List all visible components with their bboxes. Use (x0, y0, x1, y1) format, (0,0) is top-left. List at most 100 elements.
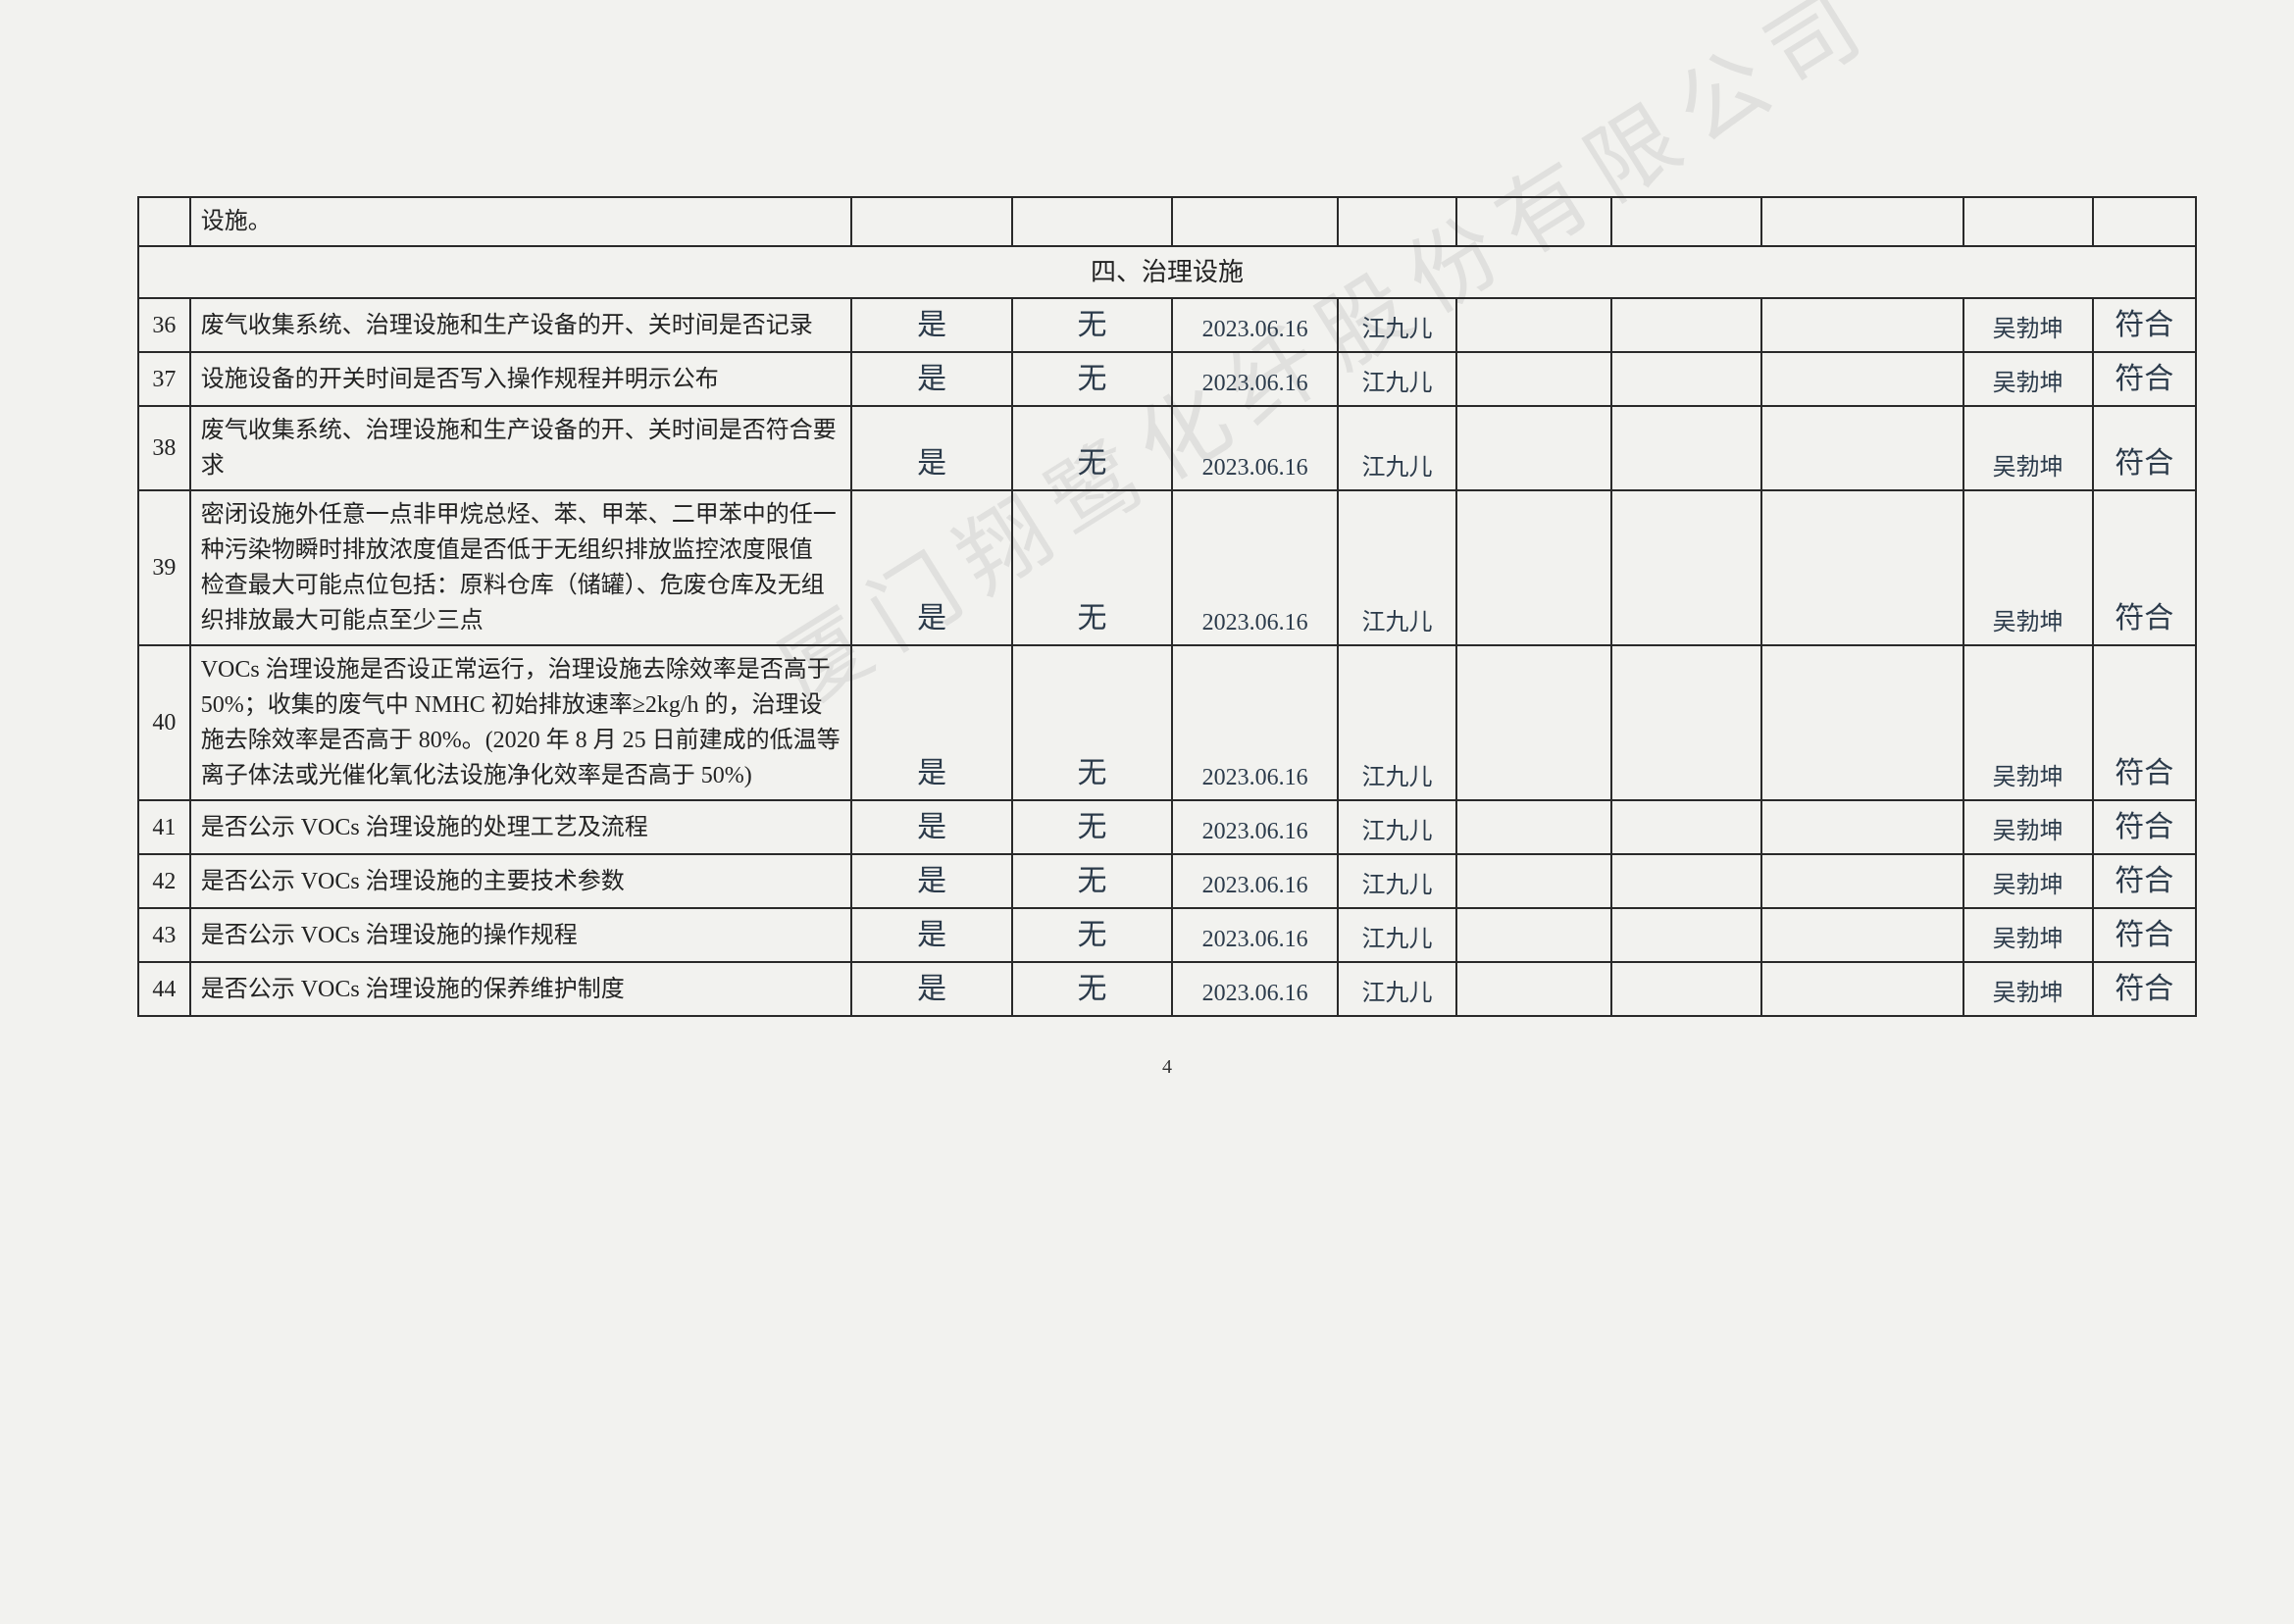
document-page: 设施。 四、治理设施 36废气收集系统、治理设施和生产设备的开、关时间是否记录是… (137, 196, 2197, 1079)
cell-sign2: 吴勃坤 (1963, 490, 2093, 645)
cell (2093, 197, 2197, 246)
table-row: 43是否公示 VOCs 治理设施的操作规程是无2023.06.16江九儿吴勃坤符… (138, 908, 2196, 962)
cell (1761, 352, 1963, 406)
cell-remark: 无 (1012, 406, 1172, 490)
cell-yes-no: 是 (851, 352, 1011, 406)
table-row: 39密闭设施外任意一点非甲烷总烃、苯、甲苯、二甲苯中的任一种污染物瞬时排放浓度值… (138, 490, 2196, 645)
cell (1456, 645, 1611, 800)
handwritten-text: 江九儿 (1362, 610, 1433, 635)
cell-result: 符合 (2093, 908, 2197, 962)
handwritten-text: 吴勃坤 (1993, 819, 2064, 844)
cell-sign2: 吴勃坤 (1963, 352, 2093, 406)
cell-sign1: 江九儿 (1338, 352, 1456, 406)
table-row: 设施。 (138, 197, 2196, 246)
cell (1456, 197, 1611, 246)
cell-remark: 无 (1012, 800, 1172, 854)
cell (1611, 645, 1761, 800)
cell-idx: 38 (138, 406, 190, 490)
handwritten-text: 江九儿 (1362, 927, 1433, 952)
handwritten-text: 符合 (2115, 973, 2173, 1005)
handwritten-text: 江九儿 (1362, 765, 1433, 790)
handwritten-text: 无 (1078, 811, 1107, 843)
cell-yes-no: 是 (851, 962, 1011, 1016)
handwritten-text: 符合 (2115, 919, 2173, 951)
table-row: 40VOCs 治理设施是否设正常运行，治理设施去除效率是否高于 50%；收集的废… (138, 645, 2196, 800)
cell (1963, 197, 2093, 246)
handwritten-text: 2023.06.16 (1202, 765, 1308, 790)
handwritten-text: 江九儿 (1362, 455, 1433, 481)
cell (1611, 800, 1761, 854)
cell-sign2: 吴勃坤 (1963, 962, 2093, 1016)
cell-idx: 36 (138, 298, 190, 352)
handwritten-text: 江九儿 (1362, 819, 1433, 844)
cell-remark: 无 (1012, 490, 1172, 645)
handwritten-text: 是 (917, 811, 946, 843)
handwritten-text: 吴勃坤 (1993, 981, 2064, 1006)
cell-sign2: 吴勃坤 (1963, 298, 2093, 352)
cell-remark: 无 (1012, 298, 1172, 352)
cell-desc: 是否公示 VOCs 治理设施的保养维护制度 (190, 962, 852, 1016)
handwritten-text: 2023.06.16 (1202, 981, 1308, 1006)
table-row: 41是否公示 VOCs 治理设施的处理工艺及流程是无2023.06.16江九儿吴… (138, 800, 2196, 854)
handwritten-text: 吴勃坤 (1993, 610, 2064, 635)
cell-yes-no: 是 (851, 406, 1011, 490)
handwritten-text: 吴勃坤 (1993, 455, 2064, 481)
cell-desc: 是否公示 VOCs 治理设施的主要技术参数 (190, 854, 852, 908)
handwritten-text: 吴勃坤 (1993, 873, 2064, 898)
cell-sign1: 江九儿 (1338, 800, 1456, 854)
cell-date: 2023.06.16 (1172, 908, 1338, 962)
page-number: 4 (137, 1056, 2197, 1079)
cell-idx: 40 (138, 645, 190, 800)
cell-yes-no: 是 (851, 800, 1011, 854)
handwritten-text: 符合 (2115, 363, 2173, 395)
cell-idx: 42 (138, 854, 190, 908)
inspection-table: 设施。 四、治理设施 36废气收集系统、治理设施和生产设备的开、关时间是否记录是… (137, 196, 2197, 1017)
cell (1611, 490, 1761, 645)
handwritten-text: 符合 (2115, 865, 2173, 897)
cell-result: 符合 (2093, 800, 2197, 854)
cell-remark: 无 (1012, 854, 1172, 908)
cell-desc: 是否公示 VOCs 治理设施的处理工艺及流程 (190, 800, 852, 854)
cell-remark: 无 (1012, 352, 1172, 406)
cell-yes-no: 是 (851, 298, 1011, 352)
handwritten-text: 是 (917, 602, 946, 634)
cell-desc: VOCs 治理设施是否设正常运行，治理设施去除效率是否高于 50%；收集的废气中… (190, 645, 852, 800)
cell-date: 2023.06.16 (1172, 800, 1338, 854)
cell (1611, 908, 1761, 962)
handwritten-text: 吴勃坤 (1993, 765, 2064, 790)
handwritten-text: 无 (1078, 602, 1107, 634)
handwritten-text: 符合 (2115, 757, 2173, 789)
handwritten-text: 2023.06.16 (1202, 927, 1308, 952)
handwritten-text: 是 (917, 309, 946, 341)
cell-date: 2023.06.16 (1172, 645, 1338, 800)
handwritten-text: 是 (917, 973, 946, 1005)
table-row: 38废气收集系统、治理设施和生产设备的开、关时间是否符合要求是无 2023.06.… (138, 406, 2196, 490)
cell (1456, 800, 1611, 854)
handwritten-text: 2023.06.16 (1202, 455, 1308, 481)
cell-desc: 废气收集系统、治理设施和生产设备的开、关时间是否符合要求 (190, 406, 852, 490)
section-header-row: 四、治理设施 (138, 246, 2196, 298)
cell-sign1: 江九儿 (1338, 490, 1456, 645)
handwritten-text: 无 (1078, 363, 1107, 395)
cell (1761, 800, 1963, 854)
cell-result: 符合 (2093, 298, 2197, 352)
cell-sign1: 江九儿 (1338, 406, 1456, 490)
cell-date: 2023.06.16 (1172, 406, 1338, 490)
cell-desc: 废气收集系统、治理设施和生产设备的开、关时间是否记录 (190, 298, 852, 352)
cell-remark: 无 (1012, 908, 1172, 962)
cell-result: 符合 (2093, 352, 2197, 406)
cell (1456, 490, 1611, 645)
handwritten-text: 江九儿 (1362, 317, 1433, 342)
handwritten-text: 是 (917, 757, 946, 789)
cell (851, 197, 1011, 246)
cell (1611, 197, 1761, 246)
cell-remark: 无 (1012, 645, 1172, 800)
cell-yes-no: 是 (851, 490, 1011, 645)
cell (1012, 197, 1172, 246)
section-header: 四、治理设施 (138, 246, 2196, 298)
handwritten-text: 江九儿 (1362, 981, 1433, 1006)
cell-sign1: 江九儿 (1338, 908, 1456, 962)
cell (1761, 645, 1963, 800)
cell (1172, 197, 1338, 246)
cell (1761, 962, 1963, 1016)
